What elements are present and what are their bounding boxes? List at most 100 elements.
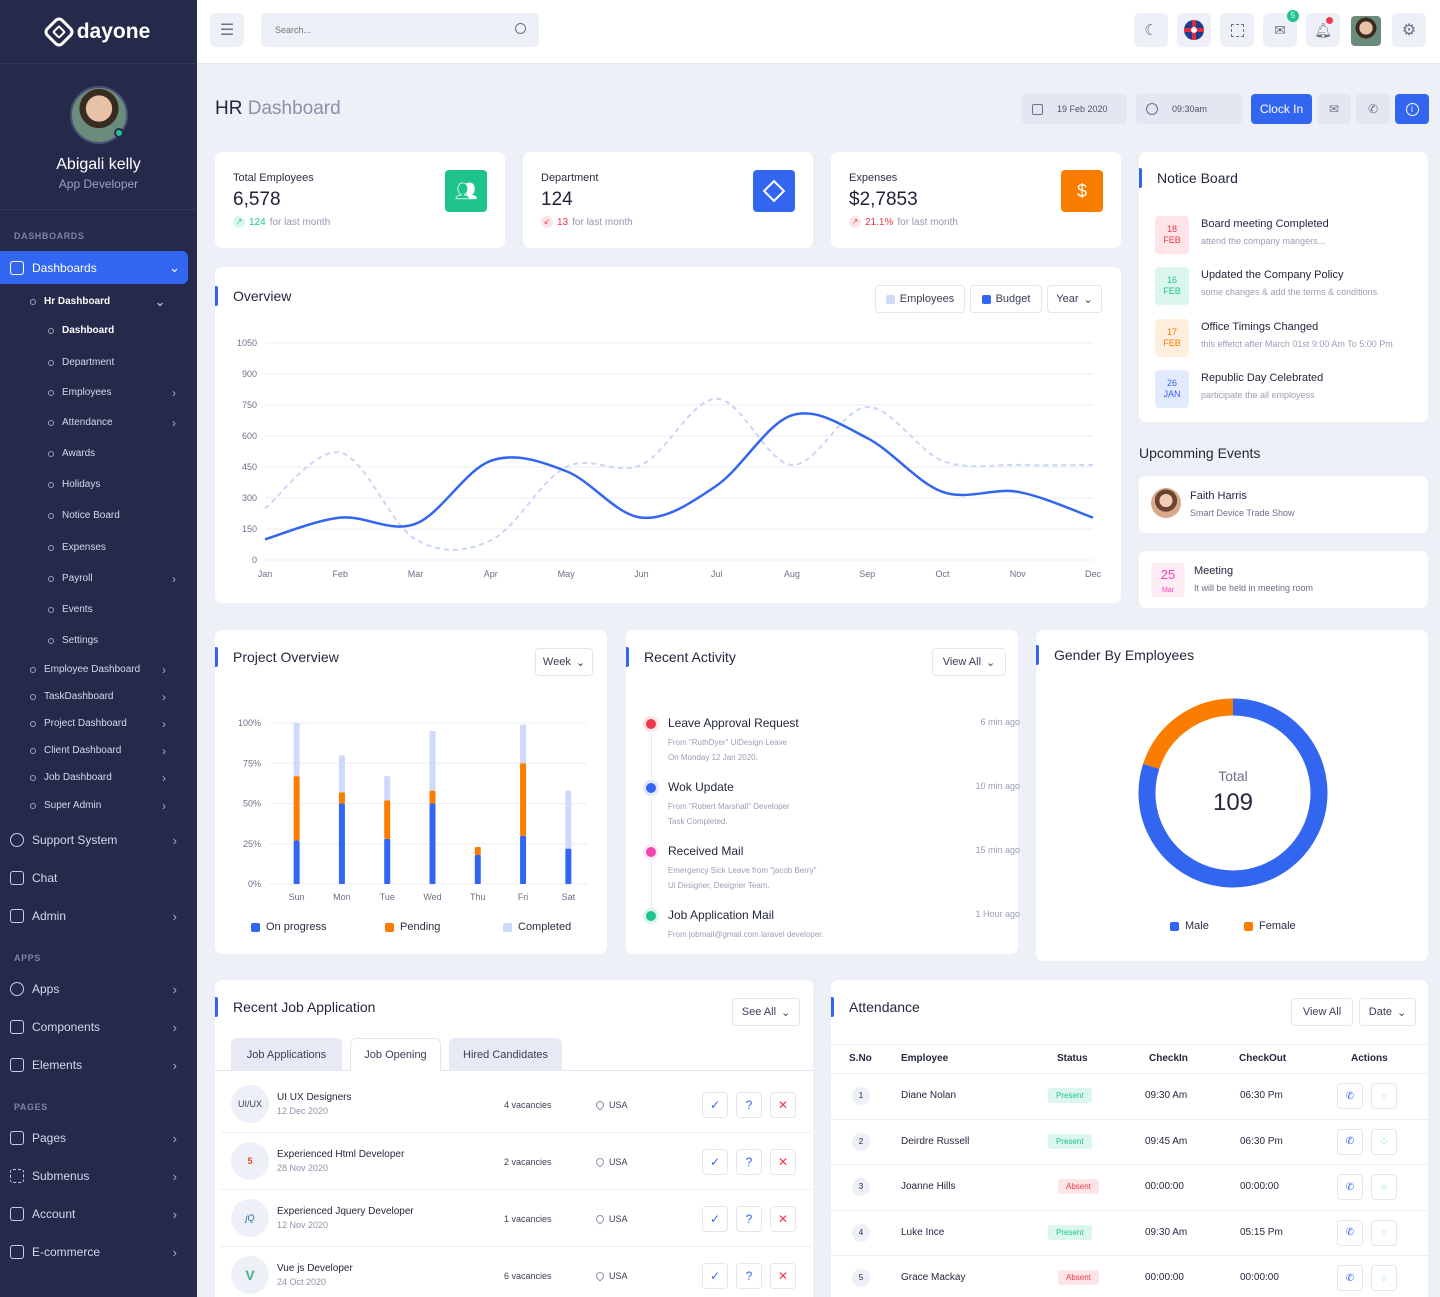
activity-time: 1 Hour ago: [975, 909, 1020, 919]
sidebar-item-support-system[interactable]: Support System ›: [0, 833, 197, 848]
mail-button[interactable]: ✉: [1317, 94, 1351, 124]
call-button[interactable]: ✆: [1337, 1083, 1363, 1109]
sidebar-item-apps[interactable]: Apps ›: [0, 982, 197, 997]
language-button[interactable]: [1177, 13, 1211, 47]
sidebar-item-admin[interactable]: Admin ›: [0, 909, 197, 924]
sidebar-item-awards[interactable]: Awards: [48, 448, 190, 459]
fullscreen-button[interactable]: [1220, 13, 1254, 47]
call-button[interactable]: ✆: [1356, 94, 1390, 124]
approve-button[interactable]: ✓: [702, 1092, 728, 1118]
sidebar-item-ecommerce[interactable]: E-commerce ›: [0, 1245, 197, 1260]
reject-button[interactable]: ✕: [770, 1263, 796, 1289]
sidebar-item-account[interactable]: Account ›: [0, 1207, 197, 1222]
sidebar-item-project-dashboard[interactable]: Project Dashboard ›: [30, 717, 190, 731]
clock-in-button[interactable]: Clock In: [1251, 94, 1312, 124]
job-row[interactable]: V Vue js Developer 24 Oct 2020 6 vacanci…: [221, 1247, 811, 1297]
messages-button[interactable]: ✉ 5: [1263, 10, 1299, 47]
sidebar-item-notice-board[interactable]: Notice Board: [48, 510, 190, 521]
reject-button[interactable]: ✕: [770, 1206, 796, 1232]
message-button[interactable]: ◌: [1371, 1083, 1397, 1109]
call-button[interactable]: ✆: [1337, 1219, 1363, 1246]
help-button[interactable]: ?: [736, 1206, 762, 1232]
search-input[interactable]: [261, 13, 539, 47]
sidebar-item-task-dashboard[interactable]: TaskDashboard ›: [30, 690, 190, 704]
user-avatar[interactable]: [1351, 16, 1381, 46]
notice-item[interactable]: 18 FEB Board meeting Completed attend the…: [1155, 216, 1415, 256]
message-button[interactable]: ◌: [1371, 1219, 1397, 1246]
help-button[interactable]: ?: [736, 1263, 762, 1289]
project-bar-chart: 0% 25% 50% 75% 100% Sun Mon Tue Wed Thu Fri Sat: [238, 718, 587, 902]
call-button[interactable]: ✆: [1337, 1174, 1363, 1200]
sidebar-item-label: Chat: [32, 871, 58, 885]
sidebar-item-employee-dashboard[interactable]: Employee Dashboard ›: [30, 663, 190, 677]
tab-job-applications[interactable]: Job Applications: [231, 1038, 342, 1071]
sidebar-item-employees[interactable]: Employees ›: [48, 386, 190, 400]
sidebar-item-dashboards[interactable]: Dashboards ⌄: [0, 251, 188, 284]
table-row: 3 Joanne Hills Absent 00:00:00 00:00:00 ✆ ◌: [831, 1164, 1428, 1210]
job-date: 24 Oct 2020: [277, 1277, 327, 1287]
time-display[interactable]: 09:30am: [1136, 94, 1242, 124]
legend-budget-toggle[interactable]: Budget: [970, 285, 1042, 313]
sidebar-item-settings[interactable]: Settings: [48, 635, 190, 646]
sidebar-item-components[interactable]: Components ›: [0, 1020, 197, 1035]
location-pin-icon: [594, 1156, 606, 1168]
event-item[interactable]: Faith Harris Smart Device Trade Show: [1139, 476, 1428, 533]
event-item[interactable]: 25 Mar Meeting It will be held in meeting…: [1139, 551, 1428, 608]
call-button[interactable]: ✆: [1337, 1265, 1363, 1291]
see-all-button[interactable]: See All ⌄: [732, 998, 800, 1026]
call-button[interactable]: ✆: [1337, 1128, 1363, 1155]
period-select[interactable]: Year ⌄: [1047, 285, 1102, 313]
sidebar-item-label: Hr Dashboard: [44, 296, 111, 307]
sidebar-item-submenus[interactable]: Submenus ›: [0, 1169, 197, 1184]
legend-employees-toggle[interactable]: Employees: [875, 285, 965, 313]
notifications-button[interactable]: 🔔︎: [1306, 13, 1340, 47]
menu-toggle-button[interactable]: ☰: [210, 13, 244, 47]
job-row[interactable]: UI/UX UI UX Designers 12 Dec 2020 4 vaca…: [221, 1076, 811, 1133]
sidebar-item-dashboard[interactable]: Dashboard: [48, 325, 190, 336]
date-display[interactable]: 19 Feb 2020: [1022, 94, 1127, 124]
sidebar-item-department[interactable]: Department: [48, 357, 190, 368]
message-button[interactable]: ◌: [1371, 1265, 1397, 1291]
approve-button[interactable]: ✓: [702, 1149, 728, 1175]
overview-card: Overview Employees Budget Year ⌄ 0 150 300 4…: [214, 267, 1121, 603]
info-button[interactable]: i: [1395, 94, 1429, 124]
job-row[interactable]: jQ Experienced Jquery Developer 12 Nov 2…: [221, 1190, 811, 1247]
reject-button[interactable]: ✕: [770, 1092, 796, 1118]
settings-button[interactable]: ⚙: [1392, 13, 1426, 47]
date-filter-select[interactable]: Date ⌄: [1359, 998, 1416, 1026]
sidebar-item-hr-dashboard[interactable]: Hr Dashboard ⌄: [30, 295, 190, 309]
sidebar-item-holidays[interactable]: Holidays: [48, 479, 190, 490]
sidebar-item-pages[interactable]: Pages ›: [0, 1131, 197, 1146]
sidebar-item-chat[interactable]: Chat: [0, 871, 197, 885]
sidebar-item-expenses[interactable]: Expenses: [48, 542, 190, 553]
reject-button[interactable]: ✕: [770, 1149, 796, 1175]
notice-item[interactable]: 17 FEB Office Timings Changed this effetc…: [1155, 319, 1415, 359]
week-select[interactable]: Week ⌄: [535, 648, 593, 676]
view-all-button[interactable]: View All ⌄: [932, 648, 1006, 676]
sidebar-item-elements[interactable]: Elements ›: [0, 1058, 197, 1073]
sidebar-item-job-dashboard[interactable]: Job Dashboard ›: [30, 771, 190, 785]
sidebar-item-attendance[interactable]: Attendance ›: [48, 416, 190, 430]
notice-item[interactable]: 26 JAN Republic Day Celebrated participat…: [1155, 370, 1415, 410]
approve-button[interactable]: ✓: [702, 1263, 728, 1289]
sidebar-item-label: Events: [62, 604, 93, 615]
job-row[interactable]: 5 Experienced Html Developer 28 Nov 2020…: [221, 1133, 811, 1190]
sidebar-item-payroll[interactable]: Payroll ›: [48, 572, 190, 586]
sidebar-item-super-admin[interactable]: Super Admin ›: [30, 799, 190, 813]
help-button[interactable]: ?: [736, 1149, 762, 1175]
tab-job-opening[interactable]: Job Opening: [350, 1038, 441, 1071]
tab-hired-candidates[interactable]: Hired Candidates: [449, 1038, 562, 1071]
notice-item[interactable]: 16 FEB Updated the Company Policy some ch…: [1155, 267, 1415, 307]
view-all-button[interactable]: View All: [1291, 998, 1353, 1026]
help-button[interactable]: ?: [736, 1092, 762, 1118]
sidebar-item-client-dashboard[interactable]: Client Dashboard ›: [30, 744, 190, 758]
approve-button[interactable]: ✓: [702, 1206, 728, 1232]
message-button[interactable]: ◌: [1371, 1128, 1397, 1155]
sidebar-item-events[interactable]: Events: [48, 604, 190, 615]
message-button[interactable]: ◌: [1371, 1174, 1397, 1200]
brand-logo[interactable]: dayone: [0, 0, 197, 64]
search-icon[interactable]: [515, 23, 526, 34]
dark-mode-button[interactable]: ☾: [1134, 13, 1168, 47]
avatar[interactable]: [69, 86, 128, 144]
sidebar-item-label: Department: [62, 357, 115, 368]
